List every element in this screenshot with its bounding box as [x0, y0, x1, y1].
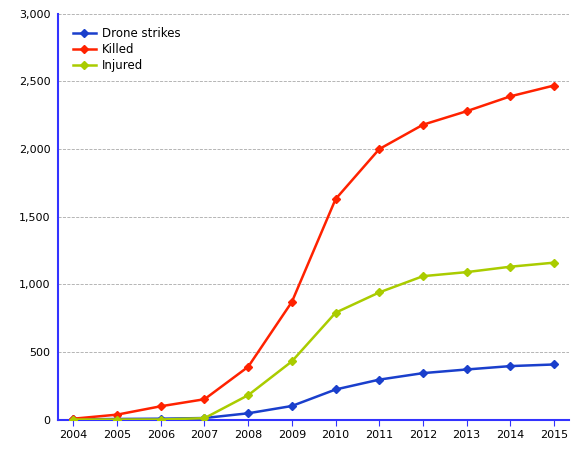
- Line: Drone strikes: Drone strikes: [71, 362, 557, 422]
- Killed: [288, 299, 295, 305]
- Drone strikes: [332, 387, 339, 392]
- Injured: [332, 310, 339, 315]
- Drone strikes: [114, 416, 121, 422]
- Drone strikes: [507, 363, 514, 369]
- Drone strikes: [157, 416, 164, 421]
- Injured: [376, 290, 383, 295]
- Killed: [114, 412, 121, 417]
- Killed: [70, 416, 77, 421]
- Injured: [419, 273, 426, 279]
- Drone strikes: [201, 415, 208, 421]
- Drone strikes: [376, 377, 383, 382]
- Drone strikes: [288, 403, 295, 409]
- Drone strikes: [419, 370, 426, 376]
- Line: Killed: Killed: [71, 83, 557, 421]
- Drone strikes: [245, 411, 252, 416]
- Injured: [288, 359, 295, 364]
- Injured: [201, 415, 208, 421]
- Injured: [157, 417, 164, 422]
- Injured: [463, 269, 470, 275]
- Injured: [551, 260, 558, 266]
- Killed: [157, 403, 164, 409]
- Injured: [114, 417, 121, 422]
- Killed: [507, 94, 514, 99]
- Line: Injured: Injured: [71, 260, 557, 422]
- Injured: [507, 264, 514, 270]
- Killed: [376, 146, 383, 152]
- Killed: [332, 196, 339, 202]
- Drone strikes: [551, 362, 558, 367]
- Killed: [419, 122, 426, 128]
- Killed: [551, 83, 558, 88]
- Killed: [463, 108, 470, 114]
- Killed: [201, 396, 208, 402]
- Legend: Drone strikes, Killed, Injured: Drone strikes, Killed, Injured: [69, 24, 184, 76]
- Drone strikes: [463, 366, 470, 372]
- Drone strikes: [70, 417, 77, 422]
- Injured: [70, 417, 77, 422]
- Killed: [245, 364, 252, 370]
- Injured: [245, 392, 252, 398]
